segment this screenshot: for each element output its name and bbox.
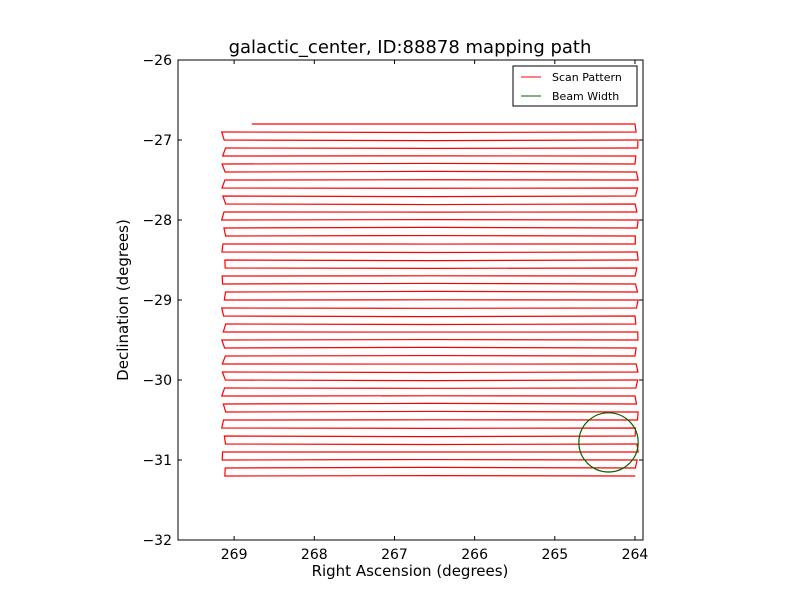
legend-scan-pattern-label: Scan Pattern [552, 71, 622, 84]
y-tick-label: −31 [142, 453, 172, 469]
x-tick-label: 265 [541, 547, 568, 563]
scan-pattern-series [220, 123, 639, 477]
y-tick-label: −29 [142, 293, 172, 309]
axis-ticks: 269 268 267 266 265 264 −26 −27 −28 −29 −30 −31 −32 [142, 53, 648, 563]
chart-title: galactic_center, ID:88878 mapping path [229, 37, 592, 58]
y-tick-label: −26 [142, 53, 172, 69]
x-tick-label: 264 [622, 547, 649, 563]
x-tick-label: 269 [221, 547, 248, 563]
x-tick-label: 267 [381, 547, 408, 563]
plot-area [220, 123, 639, 477]
legend-beam-width-label: Beam Width [552, 90, 619, 103]
y-tick-label: −28 [142, 213, 172, 229]
y-tick-label: −30 [142, 373, 172, 389]
beam-width-circle [578, 412, 639, 473]
y-tick-label: −32 [142, 533, 172, 549]
x-tick-label: 266 [461, 547, 488, 563]
legend: Scan Pattern Beam Width [512, 65, 638, 107]
x-tick-label: 268 [301, 547, 328, 563]
x-axis-label: Right Ascension (degrees) [312, 562, 509, 580]
y-axis-label: Declination (degrees) [114, 219, 132, 381]
y-tick-label: −27 [142, 133, 172, 149]
legend-box [512, 65, 638, 107]
